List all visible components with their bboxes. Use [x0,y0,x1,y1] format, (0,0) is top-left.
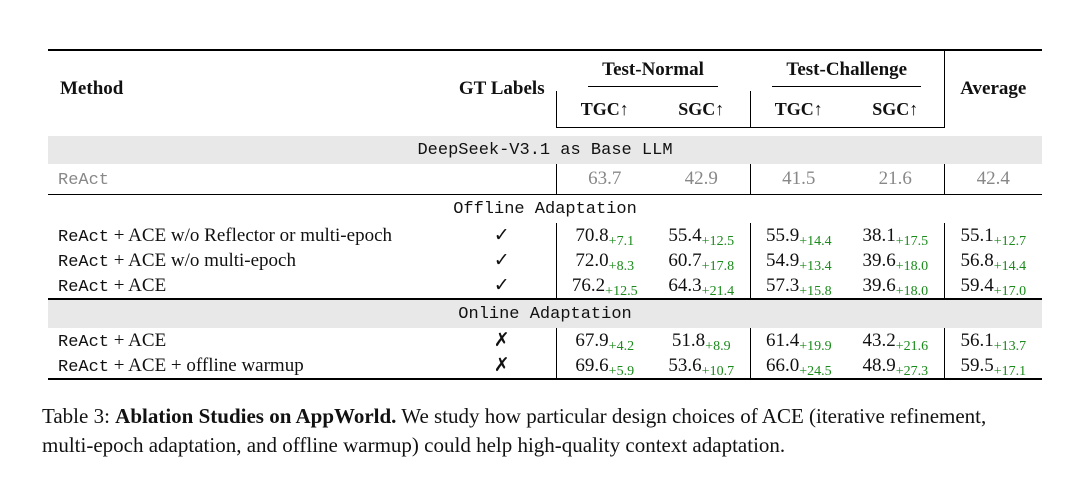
row-method: ReAct + ACE + offline warmup [48,353,448,380]
cell-value: 54.9+13.4 [749,248,848,274]
cell-value: 55.9+14.4 [749,223,848,249]
table-row: ReAct + ACE w/o multi-epoch ✓ 72.0+8.3 6… [48,248,1043,274]
section-offline-label: Offline Adaptation [48,194,1043,223]
table-row: ReAct + ACE ✓ 76.2+12.5 64.3+21.4 57.3+1… [48,273,1043,299]
cell-value: 41.5 [749,164,848,195]
row-method: ReAct + ACE [58,274,167,297]
cell-value: 70.8+7.1 [555,223,653,249]
cell-value: 42.9 [684,168,718,189]
header-row-2: TGC↑ SGC↑ TGC↑ SGC↑ [48,91,1042,128]
header-challenge-tgc: TGC↑ [749,91,848,128]
section-online-label: Online Adaptation [48,298,1043,328]
row-gt: ✗ [493,330,510,351]
cell-value: 76.2+12.5 [555,273,653,299]
cell-value: 55.4+12.5 [668,224,735,249]
section-base-llm-label: DeepSeek-V3.1 as Base LLM [48,136,1043,164]
header-challenge-sgc: SGC↑ [847,91,945,128]
cell-value: 53.6+10.7 [653,353,751,380]
cell-value: 38.1+17.5 [862,224,929,249]
caption-label: Table 3: [42,404,110,428]
cell-value: 43.2+21.6 [862,329,929,354]
cell-value: 39.6+18.0 [862,274,929,299]
row-gt: ✗ [448,353,556,380]
cell-value: 55.1+12.7 [943,223,1043,249]
row-gt [448,164,556,195]
row-gt: ✓ [493,275,510,296]
row-method: ReAct + ACE [58,329,167,352]
cell-value: 59.5+17.1 [943,353,1043,380]
header-average: Average [943,50,1043,128]
cell-value: 72.0+8.3 [555,248,653,274]
cell-value: 42.4 [943,164,1043,195]
ablation-table-container: Method GT Labels Test-Normal Test-Challe… [48,49,1043,380]
caption-title: Ablation Studies on AppWorld. [115,404,397,428]
table-row-baseline: ReAct 63.7 42.9 41.5 21.6 42.4 [48,164,1043,195]
section-offline: Offline Adaptation [48,194,1043,223]
cell-value: 64.3+21.4 [668,274,735,299]
cell-value: 59.4+17.0 [943,273,1043,299]
row-method: ReAct + ACE w/o multi-epoch [58,249,296,272]
header-row-1: Method GT Labels Test-Normal Test-Challe… [48,50,1043,128]
cell-value: 48.9+27.3 [847,353,945,380]
table-row: ReAct + ACE + offline warmup ✗ 69.6+5.9 … [48,353,1043,380]
table-row: ReAct + ACE w/o Reflector or multi-epoch… [48,223,1043,249]
cell-value: 56.8+14.4 [943,248,1043,274]
cell-value: 67.9+4.2 [555,328,653,354]
row-method: ReAct [58,171,110,190]
table-row: ReAct + ACE ✗ 67.9+4.2 51.8+8.9 61.4+19.… [48,328,1043,354]
header-gt-labels: GT Labels [458,78,545,100]
header-test-challenge: Test-Challenge [750,50,944,91]
cell-value: 21.6 [878,168,912,189]
cell-value: 60.7+17.8 [668,249,735,274]
cell-value: 69.6+5.9 [555,353,653,380]
row-method: ReAct + ACE w/o Reflector or multi-epoch [58,224,393,247]
cell-value: 51.8+8.9 [671,329,731,354]
cell-value: 39.6+18.0 [862,249,929,274]
header-normal-tgc: TGC↑ [555,91,653,128]
cell-value: 63.7 [555,164,653,195]
section-base-llm: DeepSeek-V3.1 as Base LLM [48,136,1043,164]
ablation-table: Method GT Labels Test-Normal Test-Challe… [48,49,1043,380]
header-method: Method [60,78,124,100]
cell-value: 66.0+24.5 [749,353,848,380]
cell-value: 61.4+19.9 [749,328,848,354]
section-online: Online Adaptation [48,298,1043,328]
caption-text: We study how particular design choices o… [42,404,987,457]
row-gt: ✓ [493,250,510,271]
cell-value: 56.1+13.7 [943,328,1043,354]
row-gt: ✓ [493,225,510,246]
cell-value: 57.3+15.8 [749,273,848,299]
table-caption: Table 3: Ablation Studies on AppWorld. W… [42,402,1042,460]
header-test-normal: Test-Normal [556,50,750,91]
header-normal-sgc: SGC↑ [653,91,751,128]
